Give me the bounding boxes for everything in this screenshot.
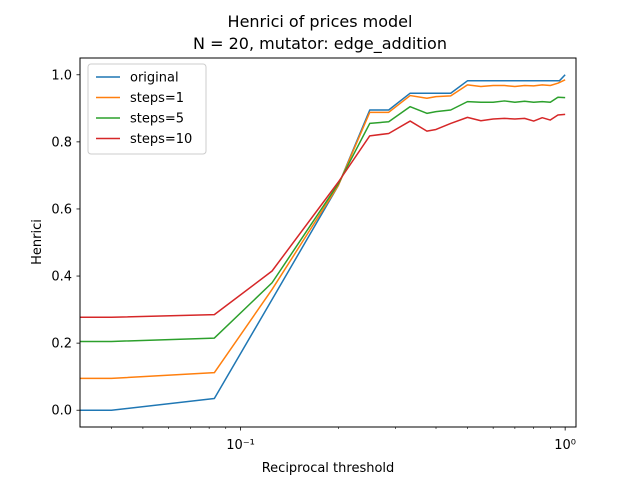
legend: original steps=1 steps=5 steps=10: [87, 63, 207, 155]
series-line-3: [80, 113, 566, 319]
y-axis-ticks: 0.0 0.2 0.4 0.6 0.8 1.0: [51, 68, 80, 419]
y-axis-label: Henrici: [30, 219, 45, 265]
y-tick-label: 1.0: [51, 68, 72, 83]
y-tick-label: 0.0: [51, 404, 72, 419]
plot-frame: [79, 57, 577, 428]
series-line-0: [80, 74, 566, 411]
series-lines: [80, 74, 566, 411]
legend-label: steps=10: [130, 132, 192, 147]
legend-label: steps=1: [130, 91, 184, 106]
chart-subtitle: N = 20, mutator: edge_addition: [193, 34, 447, 54]
y-tick-label: 0.8: [51, 135, 72, 150]
legend-label: original: [130, 71, 179, 86]
y-tick-label: 0.6: [51, 202, 72, 217]
y-tick-label: 0.4: [51, 270, 72, 285]
legend-frame: [87, 63, 207, 155]
legend-label: steps=5: [130, 112, 184, 127]
series-line-1: [80, 79, 566, 380]
x-axis-label: Reciprocal threshold: [262, 461, 395, 476]
y-tick-label: 0.2: [51, 337, 72, 352]
x-tick-label: 10⁰: [554, 438, 576, 453]
x-tick-label: 10⁻¹: [226, 438, 255, 453]
series-line-2: [80, 96, 566, 343]
chart-title: Henrici of prices model: [228, 12, 413, 31]
